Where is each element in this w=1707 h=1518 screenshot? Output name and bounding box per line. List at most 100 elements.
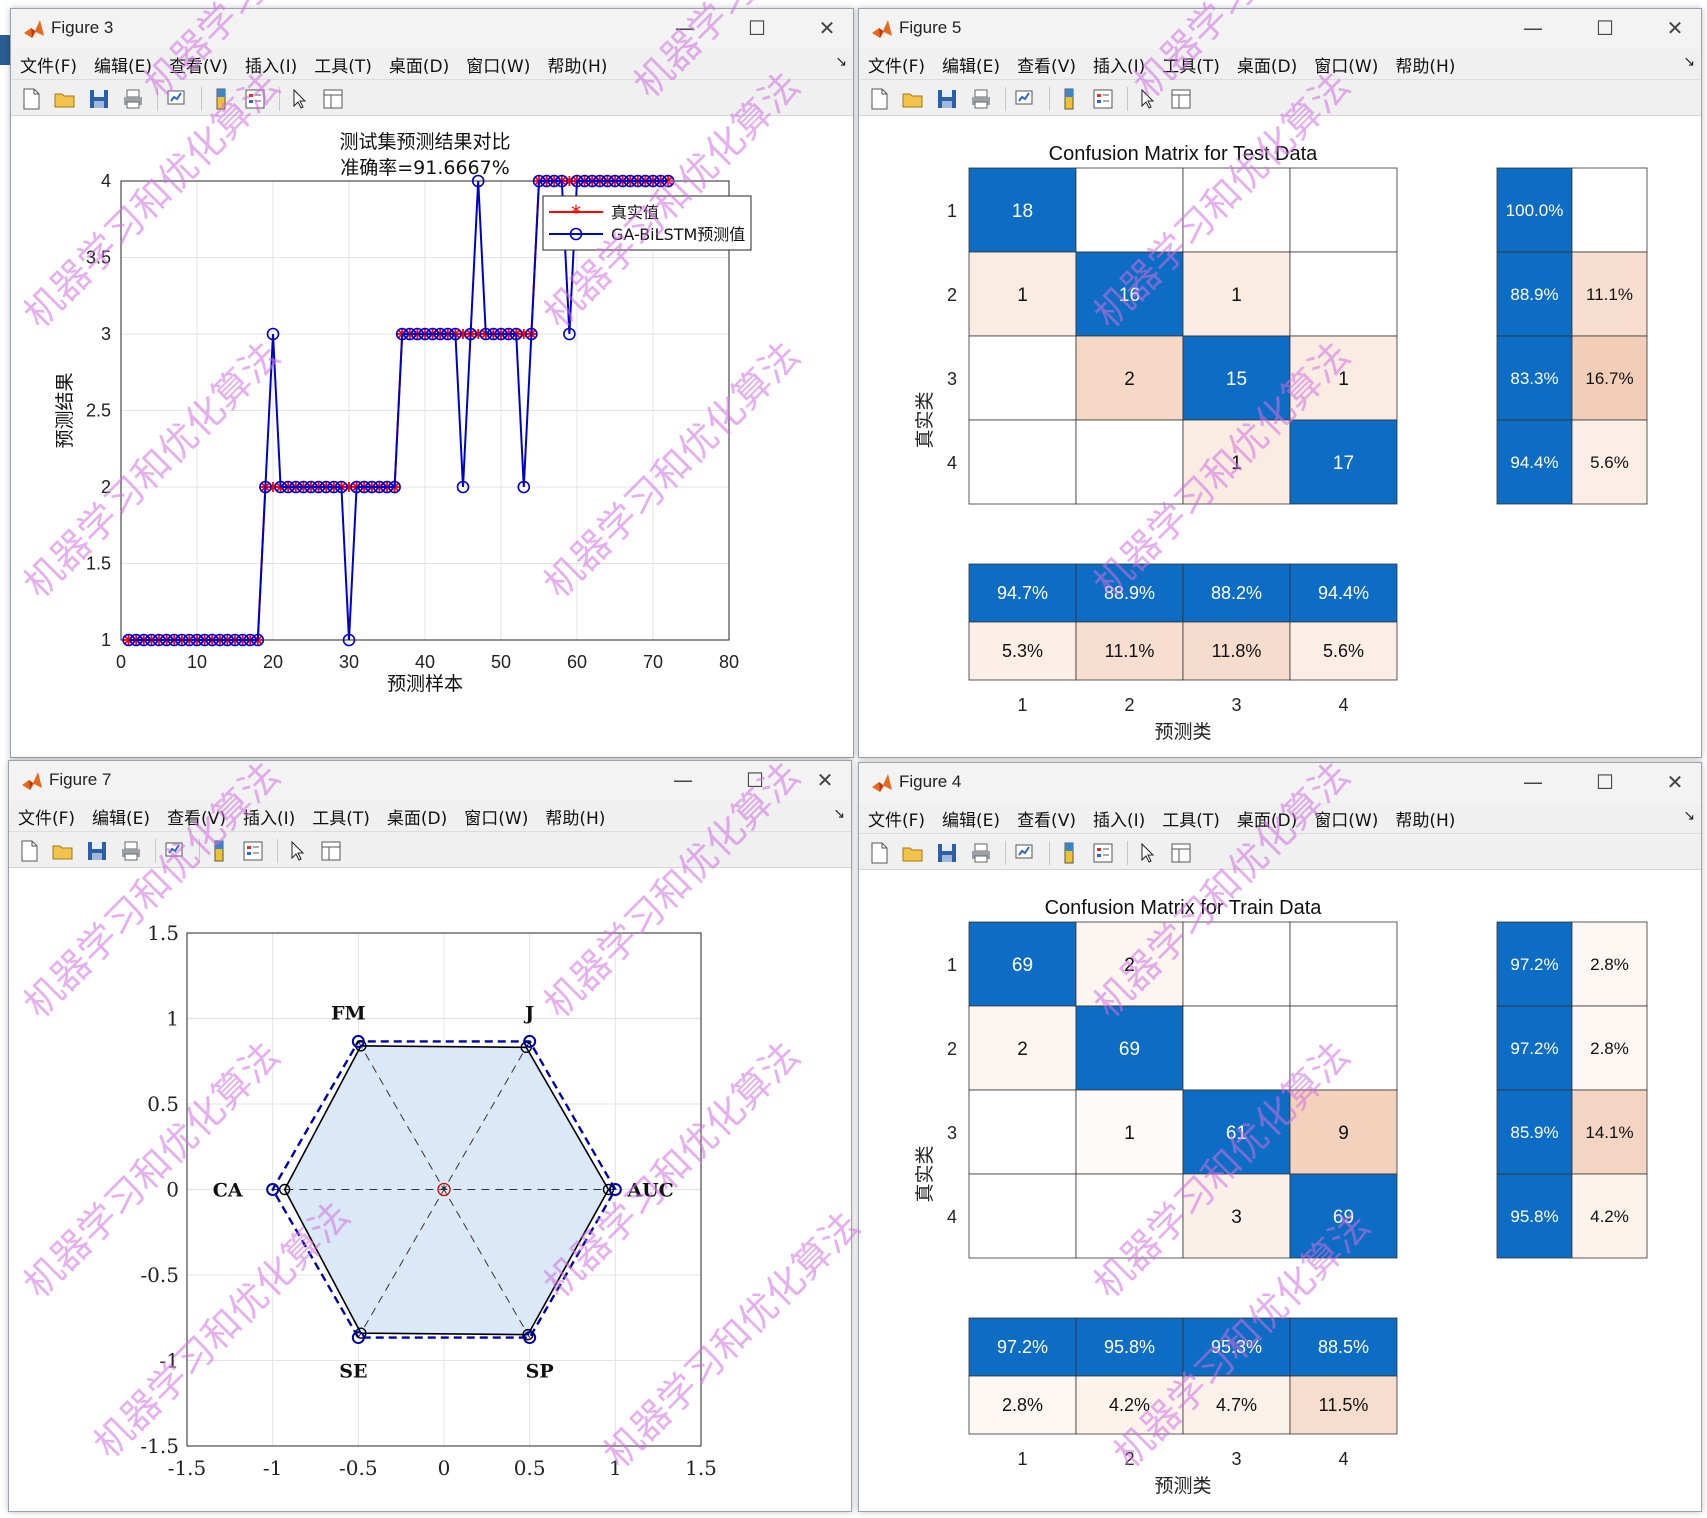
menu-desktop[interactable]: 桌面(D) <box>388 57 450 77</box>
title-bar[interactable]: Figure 7 — ☐ ✕ <box>9 761 851 801</box>
menu-insert[interactable]: 插入(I) <box>1092 57 1146 77</box>
data-point-pred <box>449 327 462 341</box>
colorbar-icon[interactable] <box>209 87 233 111</box>
menu-insert[interactable]: 插入(I) <box>1092 811 1146 831</box>
open-file-icon[interactable] <box>53 87 77 111</box>
menu-file[interactable]: 文件(F) <box>868 57 926 77</box>
link-plot-icon[interactable] <box>165 87 189 111</box>
menu-view[interactable]: 查看(V) <box>169 57 228 77</box>
menu-desktop[interactable]: 桌面(D) <box>1236 811 1298 831</box>
minimize-button[interactable]: — <box>673 768 693 792</box>
new-file-icon[interactable] <box>19 87 43 111</box>
data-point-pred <box>395 327 409 341</box>
dock-arrow-icon[interactable]: ↘ <box>1683 808 1695 824</box>
menu-edit[interactable]: 编辑(E) <box>94 57 153 77</box>
menu-insert[interactable]: 插入(I) <box>242 809 296 829</box>
menu-desktop[interactable]: 桌面(D) <box>1236 57 1298 77</box>
colorbar-icon[interactable] <box>1057 87 1081 111</box>
new-file-icon[interactable] <box>867 87 891 111</box>
menu-window[interactable]: 窗口(W) <box>1314 811 1379 831</box>
pointer-icon[interactable] <box>1135 841 1159 865</box>
y-tick-label: 2 <box>101 477 111 497</box>
figure7-window[interactable]: Figure 7 — ☐ ✕ 文件(F) 编辑(E) 查看(V) 插入(I) 工具(T)… <box>8 760 852 1512</box>
col-class-label: 1 <box>1017 695 1027 715</box>
colorbar-icon[interactable] <box>207 839 231 863</box>
print-icon[interactable] <box>969 841 993 865</box>
menu-edit[interactable]: 编辑(E) <box>942 57 1001 77</box>
dock-arrow-icon[interactable]: ↘ <box>1683 54 1695 70</box>
menu-help[interactable]: 帮助(H) <box>545 809 606 829</box>
new-file-icon[interactable] <box>867 841 891 865</box>
save-icon[interactable] <box>935 841 959 865</box>
maximize-button[interactable]: ☐ <box>1596 16 1614 40</box>
save-icon[interactable] <box>87 87 111 111</box>
title-bar[interactable]: Figure 5 — ☐ ✕ <box>859 9 1701 49</box>
link-plot-icon[interactable] <box>163 839 187 863</box>
close-button[interactable]: ✕ <box>816 768 834 792</box>
close-button[interactable]: ✕ <box>1666 16 1684 40</box>
menu-desktop[interactable]: 桌面(D) <box>386 809 448 829</box>
colorbar-icon[interactable] <box>1057 841 1081 865</box>
dock-arrow-icon[interactable]: ↘ <box>833 806 845 822</box>
menu-window[interactable]: 窗口(W) <box>464 809 529 829</box>
dock-arrow-icon[interactable]: ↘ <box>835 54 847 70</box>
minimize-button[interactable]: — <box>675 16 695 40</box>
print-icon[interactable] <box>119 839 143 863</box>
open-file-icon[interactable] <box>901 841 925 865</box>
menu-help[interactable]: 帮助(H) <box>1395 57 1456 77</box>
link-plot-icon[interactable] <box>1013 87 1037 111</box>
close-button[interactable]: ✕ <box>1666 770 1684 794</box>
menu-tools[interactable]: 工具(T) <box>312 809 370 829</box>
menu-window[interactable]: 窗口(W) <box>1314 57 1379 77</box>
property-inspector-icon[interactable] <box>1169 841 1193 865</box>
close-button[interactable]: ✕ <box>818 16 836 40</box>
legend-icon[interactable] <box>241 839 265 863</box>
open-file-icon[interactable] <box>51 839 75 863</box>
figure3-window[interactable]: Figure 3 — ☐ ✕ 文件(F) 编辑(E) 查看(V) 插入(I) 工具(T)… <box>10 8 854 758</box>
pointer-icon[interactable] <box>285 839 309 863</box>
save-icon[interactable] <box>85 839 109 863</box>
open-file-icon[interactable] <box>901 87 925 111</box>
legend-icon[interactable] <box>243 87 267 111</box>
save-icon[interactable] <box>935 87 959 111</box>
minimize-button[interactable]: — <box>1523 770 1543 794</box>
menu-tools[interactable]: 工具(T) <box>314 57 372 77</box>
figure5-window[interactable]: Figure 5 — ☐ ✕ 文件(F) 编辑(E) 查看(V) 插入(I) 工具(T)… <box>858 8 1702 758</box>
pointer-icon[interactable] <box>1135 87 1159 111</box>
link-plot-icon[interactable] <box>1013 841 1037 865</box>
menu-tools[interactable]: 工具(T) <box>1162 811 1220 831</box>
new-file-icon[interactable] <box>17 839 41 863</box>
maximize-button[interactable]: ☐ <box>746 768 764 792</box>
menu-tools[interactable]: 工具(T) <box>1162 57 1220 77</box>
menu-edit[interactable]: 编辑(E) <box>92 809 151 829</box>
menu-file[interactable]: 文件(F) <box>868 811 926 831</box>
menu-view[interactable]: 查看(V) <box>1017 811 1076 831</box>
menu-help[interactable]: 帮助(H) <box>547 57 608 77</box>
pointer-icon[interactable] <box>287 87 311 111</box>
legend-icon[interactable] <box>1091 87 1115 111</box>
print-icon[interactable] <box>969 87 993 111</box>
menu-view[interactable]: 查看(V) <box>1017 57 1076 77</box>
title-bar[interactable]: Figure 4 — ☐ ✕ <box>859 763 1701 803</box>
menu-window[interactable]: 窗口(W) <box>466 57 531 77</box>
menu-edit[interactable]: 编辑(E) <box>942 811 1001 831</box>
legend-icon[interactable] <box>1091 841 1115 865</box>
property-inspector-icon[interactable] <box>1169 87 1193 111</box>
toolbar-separator <box>277 839 278 863</box>
data-point-pred <box>335 480 348 494</box>
minimize-button[interactable]: — <box>1523 16 1543 40</box>
maximize-button[interactable]: ☐ <box>1596 770 1614 794</box>
radar-fill <box>284 1045 609 1335</box>
title-bar[interactable]: Figure 3 — ☐ ✕ <box>11 9 853 49</box>
menu-view[interactable]: 查看(V) <box>167 809 226 829</box>
property-inspector-icon[interactable] <box>319 839 343 863</box>
print-icon[interactable] <box>121 87 145 111</box>
figure4-window[interactable]: Figure 4 — ☐ ✕ 文件(F) 编辑(E) 查看(V) 插入(I) 工具(T)… <box>858 762 1702 1512</box>
property-inspector-icon[interactable] <box>321 87 345 111</box>
menu-file[interactable]: 文件(F) <box>18 809 76 829</box>
menu-file[interactable]: 文件(F) <box>20 57 78 77</box>
maximize-button[interactable]: ☐ <box>748 16 766 40</box>
menu-help[interactable]: 帮助(H) <box>1395 811 1456 831</box>
matrix-cell <box>1289 335 1398 421</box>
menu-insert[interactable]: 插入(I) <box>244 57 298 77</box>
